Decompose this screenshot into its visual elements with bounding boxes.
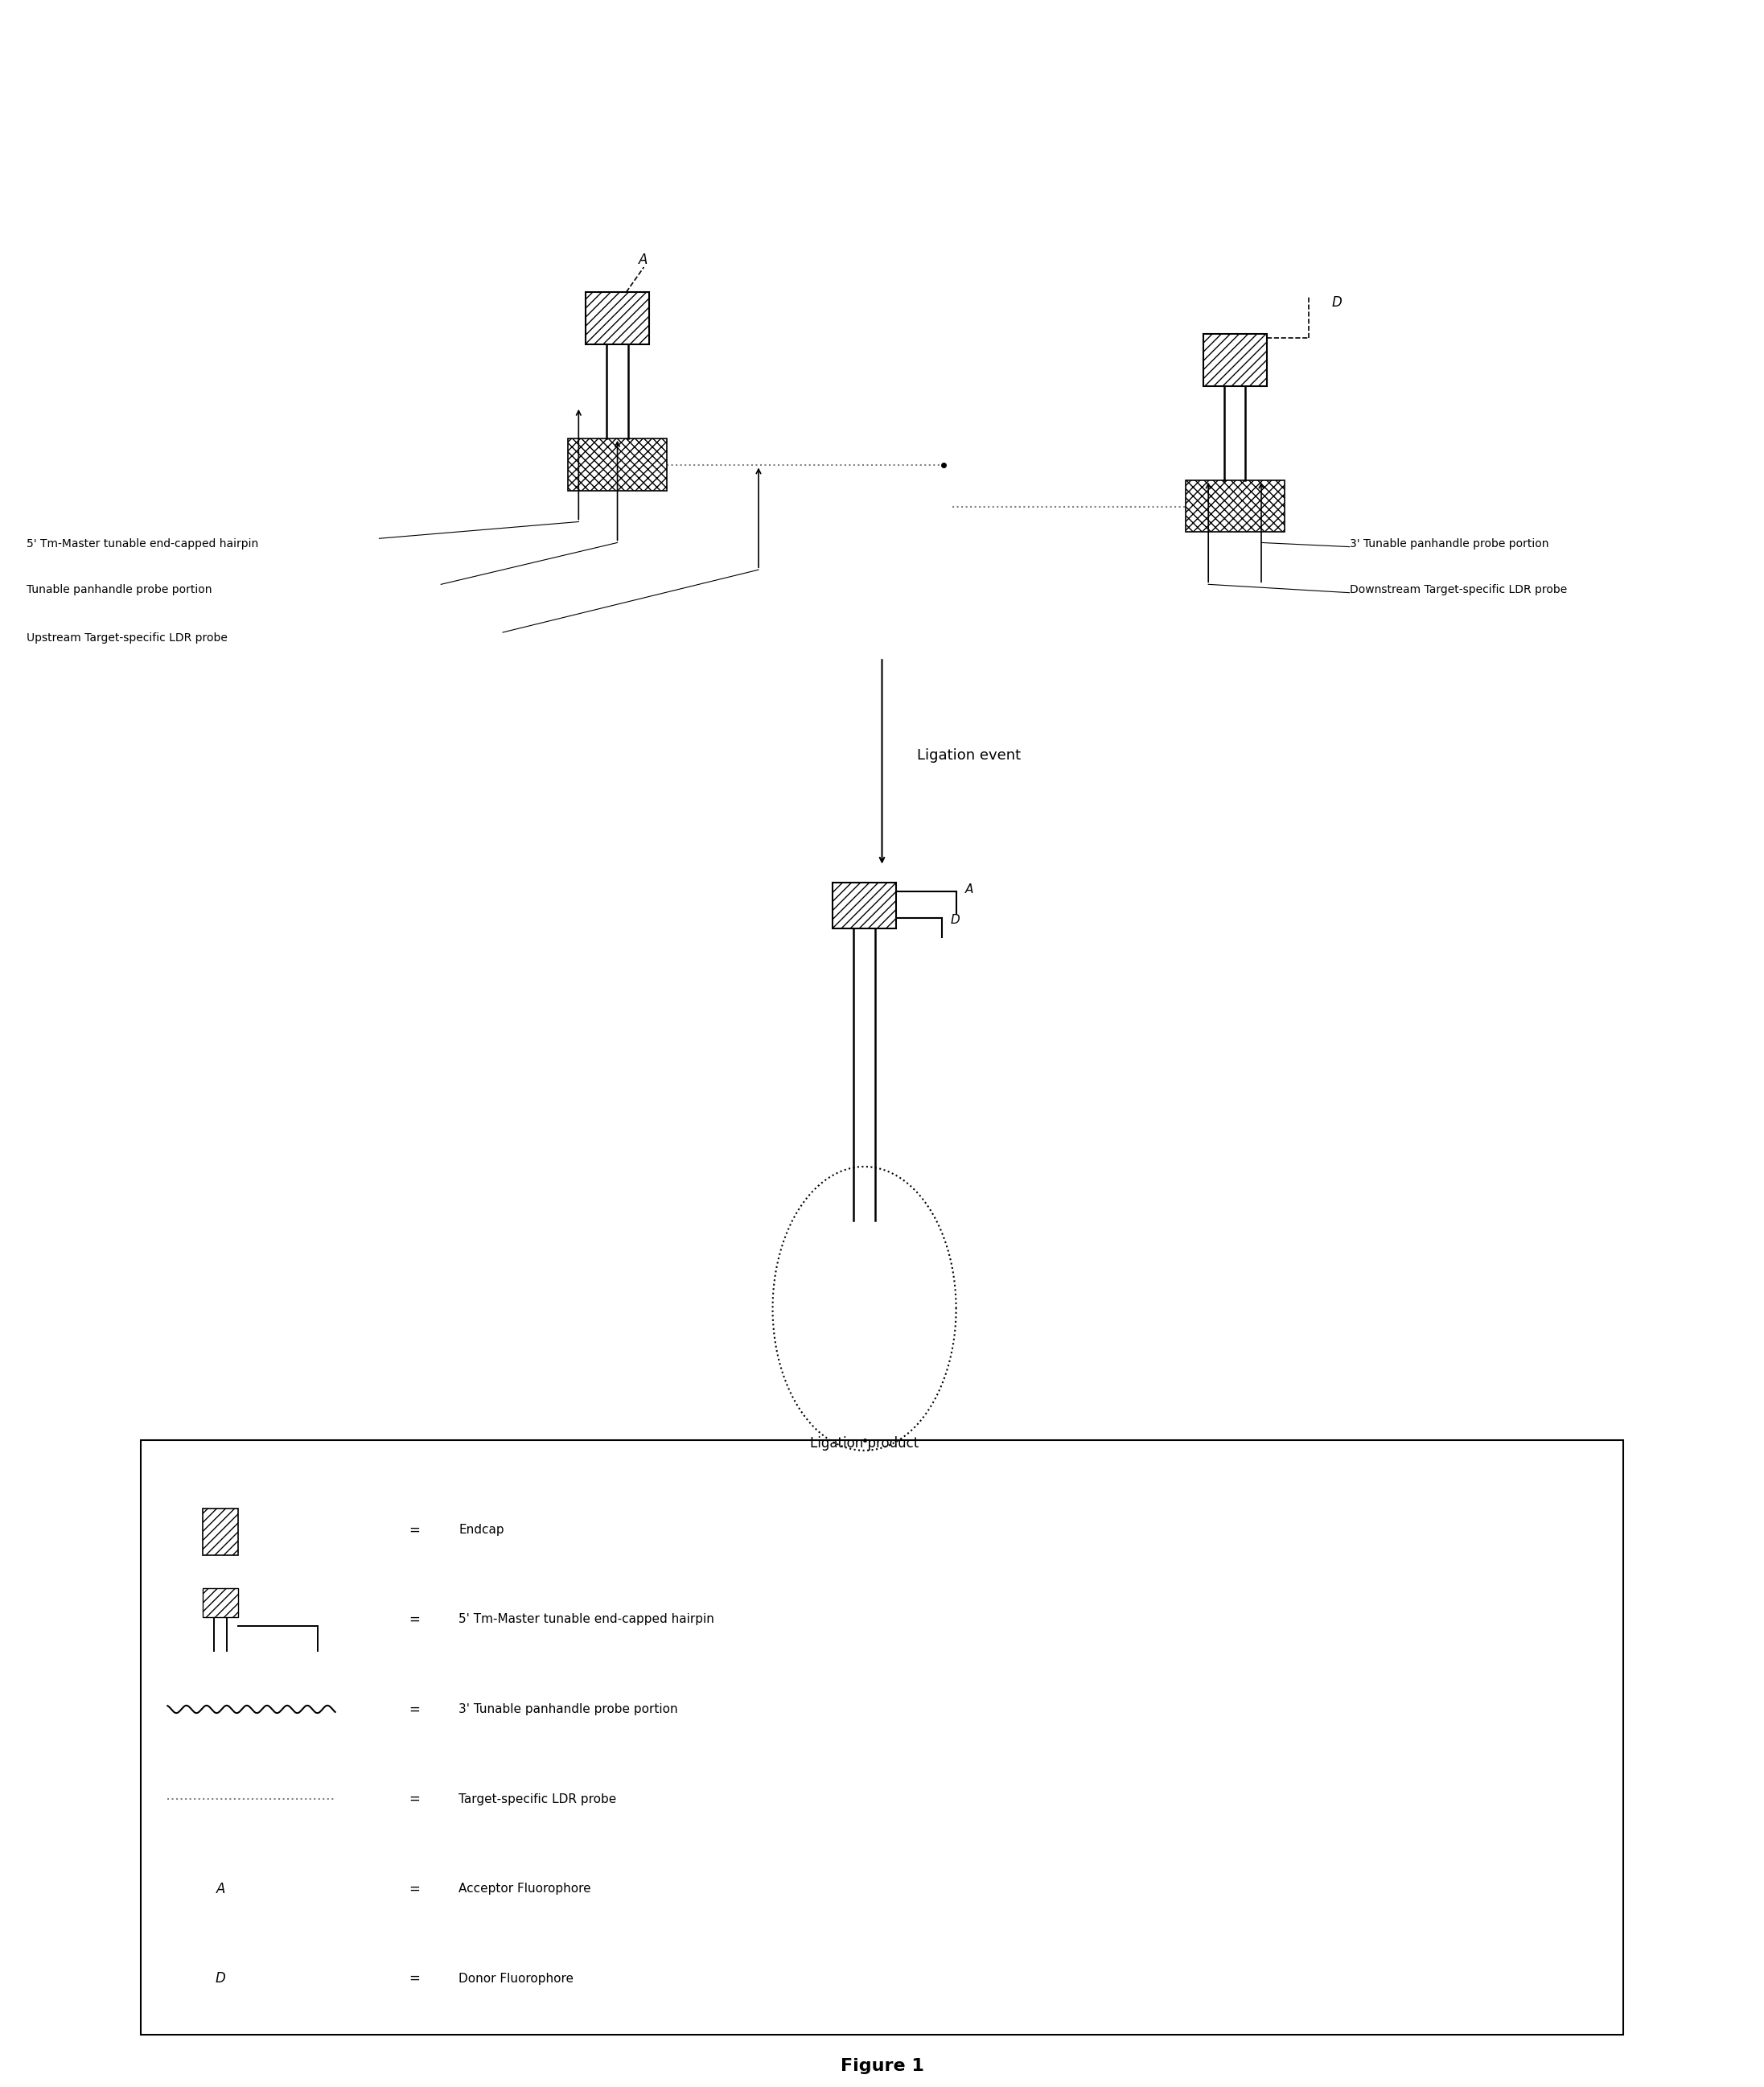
Text: 5' Tm-Master tunable end-capped hairpin: 5' Tm-Master tunable end-capped hairpin	[459, 1613, 714, 1626]
Bar	[203, 1509, 238, 1555]
Text: =: =	[409, 1882, 420, 1895]
Text: Tunable panhandle probe portion: Tunable panhandle probe portion	[26, 584, 212, 595]
Bar	[833, 883, 896, 929]
Text: Downstream Target-specific LDR probe: Downstream Target-specific LDR probe	[1349, 584, 1566, 595]
Text: =: =	[409, 1703, 420, 1716]
Text: =: =	[409, 1793, 420, 1805]
Text: Ligation product: Ligation product	[810, 1436, 919, 1450]
Bar	[141, 1440, 1623, 2035]
Bar	[1185, 480, 1284, 532]
Text: Donor Fluorophore: Donor Fluorophore	[459, 1972, 573, 1985]
Text: D: D	[215, 1972, 226, 1985]
Text: Upstream Target-specific LDR probe: Upstream Target-specific LDR probe	[26, 632, 228, 643]
Bar	[203, 1588, 238, 1617]
Text: D: D	[951, 914, 960, 927]
Text: 3' Tunable panhandle probe portion: 3' Tunable panhandle probe portion	[1349, 538, 1549, 549]
Text: =: =	[409, 1613, 420, 1626]
Text: =: =	[409, 1524, 420, 1536]
Text: D: D	[1332, 296, 1342, 309]
Text: Acceptor Fluorophore: Acceptor Fluorophore	[459, 1882, 591, 1895]
Text: Endcap: Endcap	[459, 1524, 505, 1536]
Text: =: =	[409, 1972, 420, 1985]
Text: 3' Tunable panhandle probe portion: 3' Tunable panhandle probe portion	[459, 1703, 677, 1716]
Text: A: A	[965, 883, 974, 895]
Text: Target-specific LDR probe: Target-specific LDR probe	[459, 1793, 616, 1805]
Text: Figure 1: Figure 1	[840, 2058, 924, 2074]
Text: Ligation event: Ligation event	[917, 749, 1021, 762]
Text: 5' Tm-Master tunable end-capped hairpin: 5' Tm-Master tunable end-capped hairpin	[26, 538, 258, 549]
Bar	[1203, 334, 1267, 386]
Bar	[568, 438, 667, 490]
Bar	[586, 292, 649, 344]
Text: A: A	[215, 1882, 226, 1895]
Text: A: A	[639, 253, 647, 267]
